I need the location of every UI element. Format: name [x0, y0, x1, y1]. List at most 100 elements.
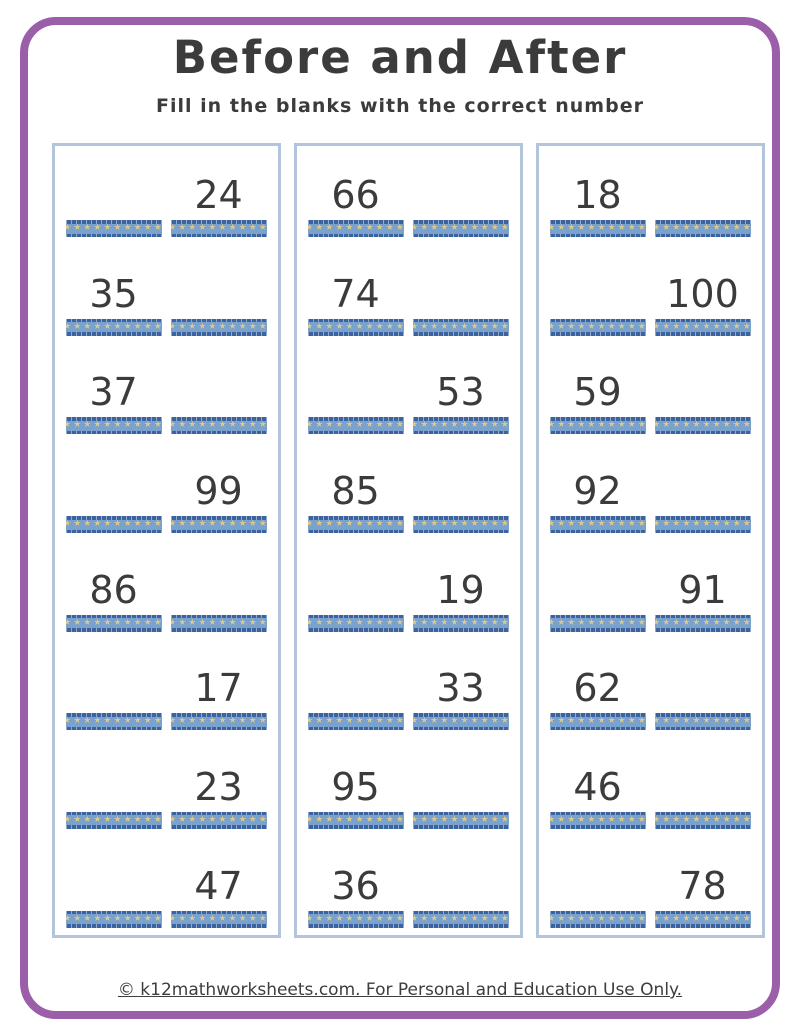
given-number: 66: [331, 173, 380, 218]
problem-right-slot: ★★★★★★★★★★: [654, 441, 751, 540]
problem-right-slot: ★★★★★★★★★★: [170, 244, 267, 343]
problem-left-slot: ★★★★★★★★★★: [549, 244, 646, 343]
star-ribbon-blank: ★★★★★★★★★★: [170, 910, 267, 928]
star-ribbon-blank: ★★★★★★★★★★: [654, 713, 751, 731]
star-ribbon-blank: ★★★★★★★★★★: [654, 220, 751, 238]
problem-right-slot: 99 ★★★★★★★★★★: [170, 441, 267, 540]
problem-right-slot: 91 ★★★★★★★★★★: [654, 540, 751, 639]
page-title: Before and After: [172, 31, 628, 84]
star-ribbon-blank: ★★★★★★★★★★: [307, 318, 404, 336]
star-pattern-icon: ★★★★★★★★★★: [549, 519, 646, 529]
problem-row: 62 ★★★★★★★★★★ ★★★★★★★★★★: [549, 639, 751, 738]
problem-row: ★★★★★★★★★★ 19 ★★★★★★★★★★: [307, 540, 509, 639]
star-pattern-icon: ★★★★★★★★★★: [65, 519, 162, 529]
problem-right-slot: 17 ★★★★★★★★★★: [170, 639, 267, 738]
problem-row: 74 ★★★★★★★★★★ ★★★★★★★★★★: [307, 244, 509, 343]
problem-row: 66 ★★★★★★★★★★ ★★★★★★★★★★: [307, 146, 509, 245]
given-number: 53: [436, 370, 485, 415]
star-ribbon-blank: ★★★★★★★★★★: [654, 910, 751, 928]
star-pattern-icon: ★★★★★★★★★★: [412, 617, 509, 628]
star-ribbon-blank: ★★★★★★★★★★: [307, 713, 404, 731]
star-pattern-icon: ★★★★★★★★★★: [654, 519, 751, 529]
problem-right-slot: ★★★★★★★★★★: [654, 737, 751, 836]
star-pattern-icon: ★★★★★★★★★★: [307, 223, 404, 234]
given-number: 74: [331, 271, 380, 316]
star-ribbon-blank: ★★★★★★★★★★: [412, 910, 509, 928]
star-pattern-icon: ★★★★★★★★★★: [549, 913, 646, 924]
star-ribbon-blank: ★★★★★★★★★★: [549, 713, 646, 731]
star-ribbon-blank: ★★★★★★★★★★: [170, 318, 267, 336]
star-pattern-icon: ★★★★★★★★★★: [307, 321, 404, 332]
problem-left-slot: 37 ★★★★★★★★★★: [65, 343, 162, 442]
given-number: 35: [89, 271, 138, 316]
problem-row: 85 ★★★★★★★★★★ ★★★★★★★★★★: [307, 441, 509, 540]
star-pattern-icon: ★★★★★★★★★★: [65, 716, 162, 727]
given-number: 99: [194, 469, 243, 513]
star-ribbon-blank: ★★★★★★★★★★: [654, 614, 751, 632]
worksheet-column: 18 ★★★★★★★★★★ ★★★★★★★★★★ ★★★★★★★★★★ 100 ★★★★★…: [535, 142, 765, 938]
star-ribbon-blank: ★★★★★★★★★★: [549, 614, 646, 632]
problem-right-slot: ★★★★★★★★★★: [412, 244, 509, 343]
star-pattern-icon: ★★★★★★★★★★: [65, 814, 162, 825]
star-pattern-icon: ★★★★★★★★★★: [65, 420, 162, 431]
problem-right-slot: 78 ★★★★★★★★★★: [654, 836, 751, 935]
given-number: 59: [573, 370, 622, 415]
problem-row: 95 ★★★★★★★★★★ ★★★★★★★★★★: [307, 737, 509, 836]
problem-right-slot: ★★★★★★★★★★: [654, 343, 751, 442]
star-ribbon-blank: ★★★★★★★★★★: [654, 811, 751, 829]
star-pattern-icon: ★★★★★★★★★★: [654, 913, 751, 924]
star-pattern-icon: ★★★★★★★★★★: [654, 321, 751, 332]
footer-copyright-link[interactable]: © k12mathworksheets.com. For Personal an…: [117, 980, 683, 1000]
problem-row: ★★★★★★★★★★ 91 ★★★★★★★★★★: [549, 540, 751, 639]
star-pattern-icon: ★★★★★★★★★★: [170, 617, 267, 628]
problem-right-slot: 33 ★★★★★★★★★★: [412, 639, 509, 738]
star-ribbon-blank: ★★★★★★★★★★: [549, 318, 646, 336]
given-number: 23: [194, 764, 243, 809]
worksheet-column: 66 ★★★★★★★★★★ ★★★★★★★★★★ 74 ★★★★★★★★★★ ★★★★★★…: [293, 142, 523, 938]
star-pattern-icon: ★★★★★★★★★★: [170, 519, 267, 529]
problem-right-slot: ★★★★★★★★★★: [412, 737, 509, 836]
problem-row: 37 ★★★★★★★★★★ ★★★★★★★★★★: [65, 343, 267, 442]
star-pattern-icon: ★★★★★★★★★★: [654, 420, 751, 431]
problem-left-slot: ★★★★★★★★★★: [307, 639, 404, 738]
star-pattern-icon: ★★★★★★★★★★: [307, 716, 404, 727]
problem-left-slot: 92 ★★★★★★★★★★: [549, 441, 646, 540]
star-pattern-icon: ★★★★★★★★★★: [307, 420, 404, 431]
star-pattern-icon: ★★★★★★★★★★: [412, 519, 509, 529]
problem-left-slot: 66 ★★★★★★★★★★: [307, 146, 404, 245]
star-ribbon-blank: ★★★★★★★★★★: [65, 220, 162, 238]
problem-left-slot: 46 ★★★★★★★★★★: [549, 737, 646, 836]
star-pattern-icon: ★★★★★★★★★★: [412, 913, 509, 924]
star-ribbon-blank: ★★★★★★★★★★: [412, 811, 509, 829]
given-number: 62: [573, 666, 622, 711]
problem-left-slot: ★★★★★★★★★★: [65, 639, 162, 738]
problem-left-slot: 35 ★★★★★★★★★★: [65, 244, 162, 343]
problem-left-slot: ★★★★★★★★★★: [549, 836, 646, 935]
star-pattern-icon: ★★★★★★★★★★: [654, 716, 751, 727]
star-ribbon-blank: ★★★★★★★★★★: [412, 417, 509, 435]
problem-row: 86 ★★★★★★★★★★ ★★★★★★★★★★: [65, 540, 267, 639]
star-ribbon-blank: ★★★★★★★★★★: [170, 220, 267, 238]
problem-row: 59 ★★★★★★★★★★ ★★★★★★★★★★: [549, 343, 751, 442]
problem-left-slot: 18 ★★★★★★★★★★: [549, 146, 646, 245]
star-ribbon-blank: ★★★★★★★★★★: [549, 417, 646, 435]
star-pattern-icon: ★★★★★★★★★★: [549, 420, 646, 431]
problem-left-slot: 74 ★★★★★★★★★★: [307, 244, 404, 343]
problem-right-slot: 100 ★★★★★★★★★★: [654, 244, 751, 343]
problem-row: ★★★★★★★★★★ 100 ★★★★★★★★★★: [549, 244, 751, 343]
star-pattern-icon: ★★★★★★★★★★: [654, 617, 751, 628]
star-ribbon-blank: ★★★★★★★★★★: [654, 318, 751, 336]
star-pattern-icon: ★★★★★★★★★★: [65, 321, 162, 332]
star-ribbon-blank: ★★★★★★★★★★: [170, 614, 267, 632]
star-pattern-icon: ★★★★★★★★★★: [170, 814, 267, 825]
problem-right-slot: ★★★★★★★★★★: [412, 146, 509, 245]
problem-left-slot: ★★★★★★★★★★: [549, 540, 646, 639]
star-ribbon-blank: ★★★★★★★★★★: [307, 811, 404, 829]
star-pattern-icon: ★★★★★★★★★★: [170, 913, 267, 924]
star-pattern-icon: ★★★★★★★★★★: [412, 223, 509, 234]
star-ribbon-blank: ★★★★★★★★★★: [65, 318, 162, 336]
star-ribbon-blank: ★★★★★★★★★★: [170, 713, 267, 731]
given-number: 24: [194, 173, 243, 218]
star-ribbon-blank: ★★★★★★★★★★: [412, 713, 509, 731]
given-number: 92: [573, 469, 622, 513]
